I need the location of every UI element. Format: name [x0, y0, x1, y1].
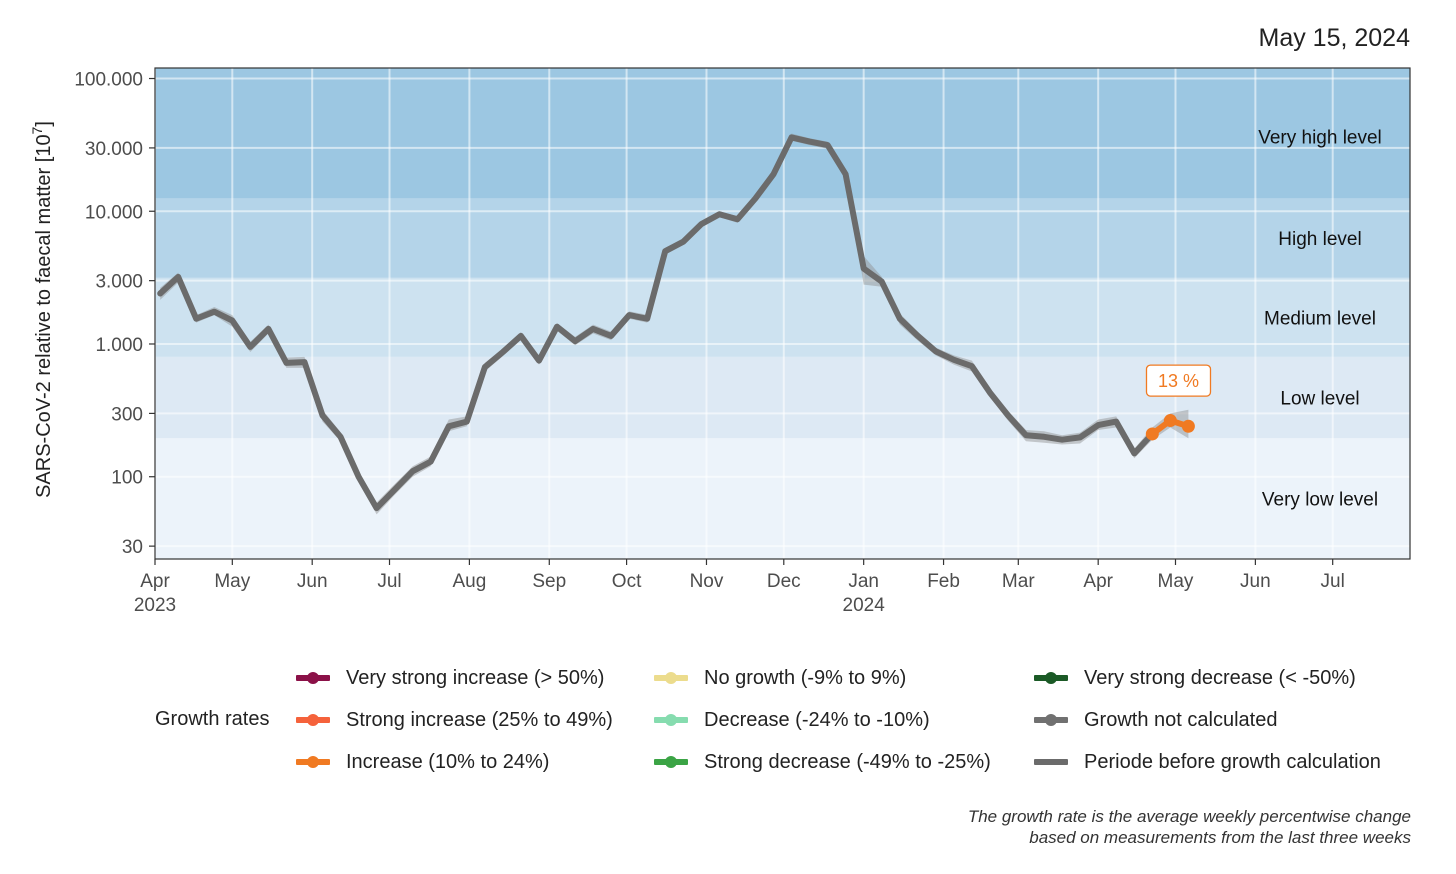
y-axis-title-close: ] [33, 121, 55, 127]
band-low-level [155, 356, 1410, 439]
growth-annotation-box [1145, 364, 1212, 397]
level-bands [155, 68, 1410, 559]
y-tick-label: 30.000 [85, 139, 143, 160]
y-tick-label: 1.000 [95, 335, 143, 356]
series-line-0 [157, 134, 1156, 512]
x-tick-label: Oct [612, 571, 642, 592]
growth-annotation-label: 13 % [1158, 371, 1199, 391]
footnote-line-1: The growth rate is the average weekly pe… [967, 807, 1411, 826]
band-label-medium-level: Medium level [1264, 308, 1376, 329]
x-tick-label: May [1158, 571, 1194, 592]
x-tick-label: Dec [767, 571, 801, 592]
y-axis-title-sup: 7 [29, 126, 45, 134]
band-label-very-low-level: Very low level [1262, 490, 1378, 511]
footnote-line-2: based on measurements from the last thre… [1029, 828, 1411, 847]
series-layer [157, 133, 1195, 515]
footnote: The growth rate is the average weekly pe… [968, 806, 1411, 848]
y-tick-label: 100 [111, 468, 143, 489]
band-label-very-high-level: Very high level [1258, 127, 1382, 148]
x-tick-label: May [214, 571, 250, 592]
x-tick-label: Feb [927, 571, 960, 592]
x-tick-label: Apr [140, 571, 170, 592]
report-date: May 15, 2024 [1258, 24, 1411, 52]
series-point [1181, 419, 1195, 433]
x-tick-label: Mar [1002, 571, 1035, 592]
x-tick-label: Sep [532, 571, 566, 592]
y-axis-title-main: SARS-CoV-2 relative to faecal matter [10 [33, 134, 55, 498]
x-tick-year-label: 2024 [843, 595, 886, 616]
y-tick-label: 300 [111, 404, 143, 425]
x-tick-label: Apr [1083, 571, 1113, 592]
band-very-low-level [155, 438, 1410, 559]
plot-border [154, 67, 1411, 560]
x-tick-label: Jun [1240, 571, 1271, 592]
x-tick-label: Jan [848, 571, 879, 592]
y-tick-label: 10.000 [85, 202, 143, 223]
series-point [1145, 427, 1159, 441]
band-label-low-level: Low level [1280, 389, 1359, 410]
y-tick-label: 100.000 [74, 70, 143, 91]
x-tick-label: Jun [297, 571, 328, 592]
x-tick-label: Jul [1321, 571, 1345, 592]
band-medium-level [155, 277, 1410, 357]
series-point [1163, 414, 1177, 428]
y-tick-label: 3.000 [95, 272, 143, 293]
y-tick-label: 30 [122, 537, 143, 558]
band-very-high-level [155, 68, 1410, 199]
x-tick-year-label: 2023 [134, 595, 176, 616]
x-tick-label: Nov [690, 571, 724, 592]
band-label-high-level: High level [1278, 229, 1361, 250]
x-tick-label: Jul [377, 571, 401, 592]
x-tick-label: Aug [452, 571, 486, 592]
y-axis-title: SARS-CoV-2 relative to faecal matter [10… [29, 121, 55, 498]
